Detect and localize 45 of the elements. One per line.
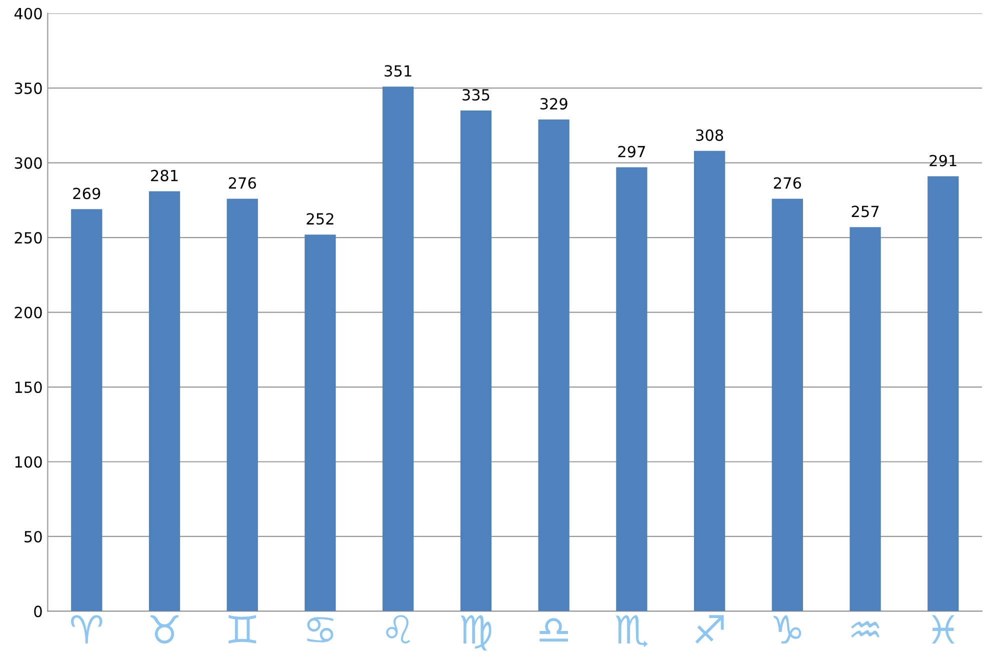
bar bbox=[460, 110, 492, 612]
bar bbox=[694, 150, 726, 612]
y-tick-label: 100 bbox=[15, 456, 42, 468]
data-label: 281 bbox=[151, 170, 178, 182]
data-label: 252 bbox=[306, 213, 334, 225]
bar bbox=[928, 176, 959, 612]
x-tick-label: ♓ bbox=[932, 615, 954, 644]
data-label: 297 bbox=[618, 146, 645, 158]
x-tick-label: ♐ bbox=[695, 615, 724, 644]
x-tick-label: ♉ bbox=[150, 615, 178, 644]
x-tick-label: ♋ bbox=[307, 617, 334, 642]
x-tick-label: ♊ bbox=[228, 615, 256, 644]
bar bbox=[148, 191, 180, 612]
bar bbox=[382, 86, 414, 612]
bar bbox=[616, 167, 648, 612]
y-tick-label: 200 bbox=[14, 306, 42, 318]
data-label: 257 bbox=[852, 206, 879, 218]
data-label: 335 bbox=[462, 89, 490, 101]
data-label: 291 bbox=[930, 154, 956, 166]
bar bbox=[226, 198, 258, 612]
data-label: 308 bbox=[696, 129, 724, 141]
y-tick-label: 250 bbox=[14, 232, 42, 244]
data-label: 269 bbox=[73, 188, 100, 200]
data-label: 276 bbox=[774, 177, 802, 189]
data-label: 329 bbox=[540, 98, 568, 110]
bar bbox=[304, 234, 336, 612]
bar bbox=[850, 227, 881, 612]
y-tick-label: 400 bbox=[14, 8, 42, 20]
y-tick-label: 150 bbox=[15, 381, 42, 394]
x-tick-label: ♈ bbox=[70, 615, 102, 644]
y-tick-label: 350 bbox=[14, 82, 42, 94]
y-tick-label: 0 bbox=[34, 606, 42, 618]
data-label: 351 bbox=[384, 65, 412, 77]
x-tick-label: ♌ bbox=[386, 615, 410, 644]
y-tick-label: 300 bbox=[14, 157, 42, 169]
bar bbox=[538, 119, 570, 612]
x-tick-label: ♒ bbox=[851, 621, 880, 638]
x-tick-label: ♎ bbox=[540, 618, 568, 642]
data-label: 276 bbox=[228, 177, 256, 189]
x-tick-label: ♑ bbox=[774, 615, 802, 644]
y-tick-label: 50 bbox=[24, 530, 42, 543]
x-tick-label: ♏ bbox=[616, 615, 648, 648]
bar bbox=[772, 198, 803, 612]
bar bbox=[71, 209, 102, 612]
x-tick-label: ♍ bbox=[460, 615, 492, 651]
